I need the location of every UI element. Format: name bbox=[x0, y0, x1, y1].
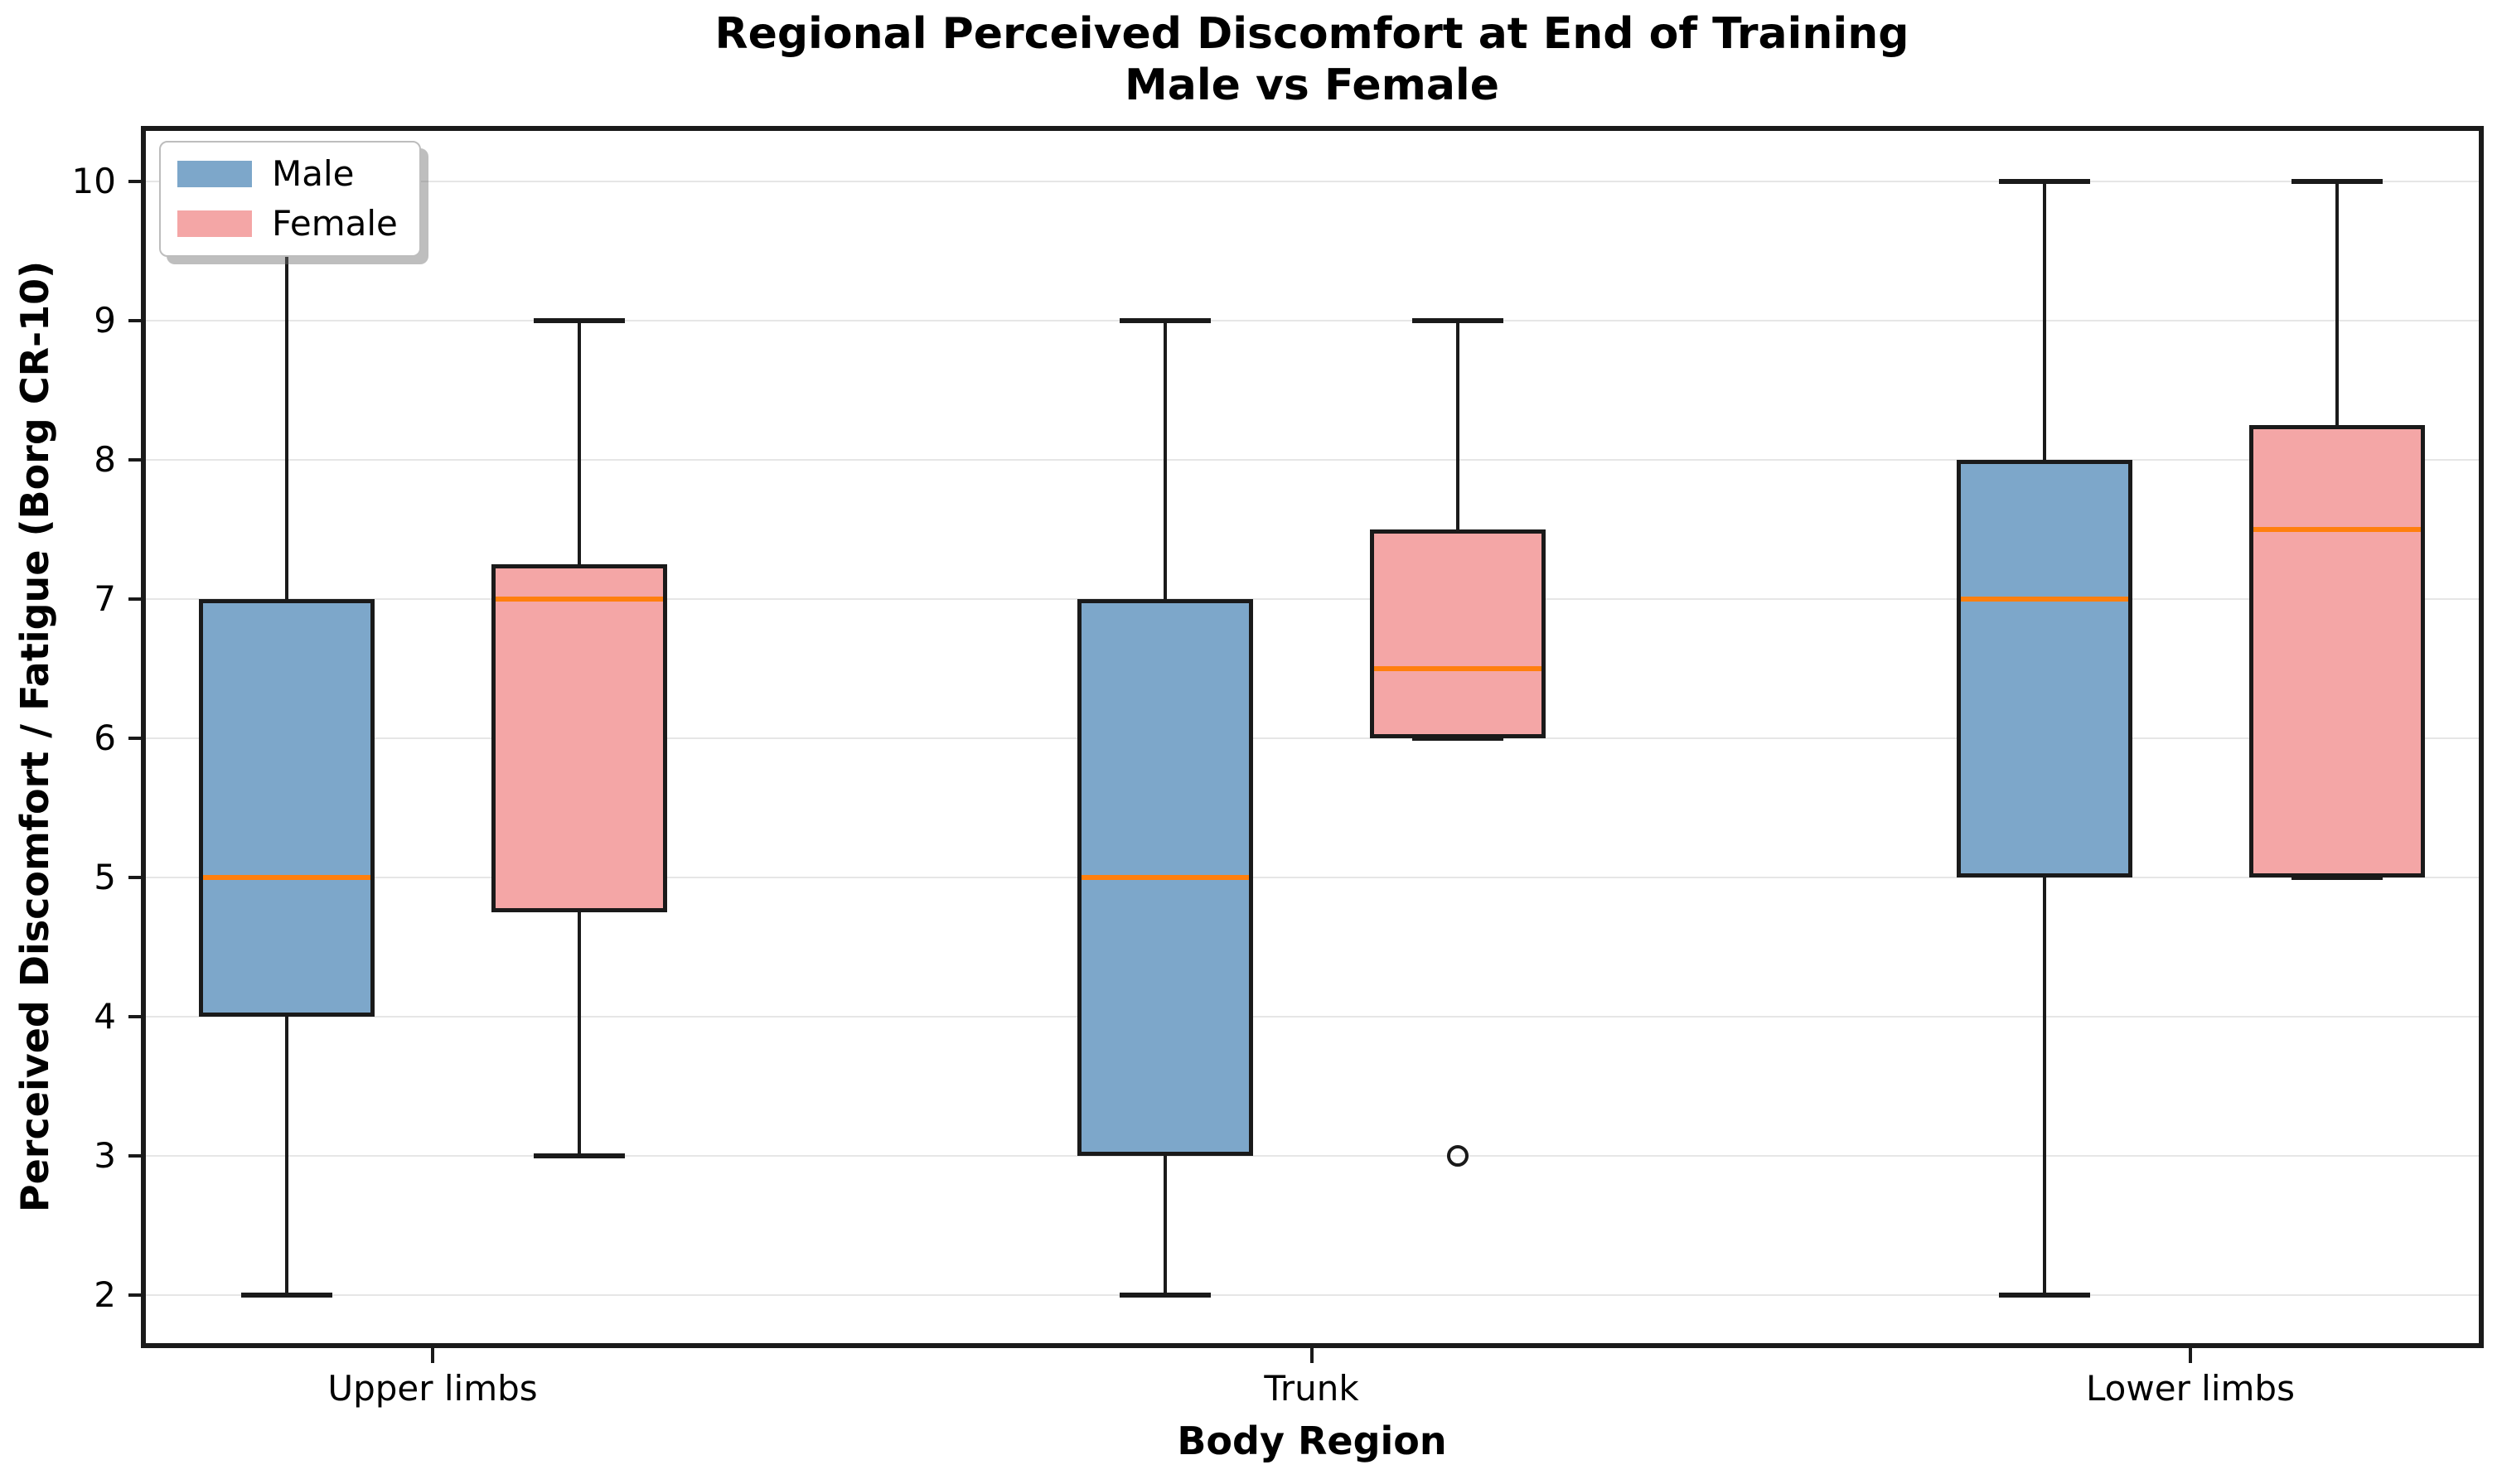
x-tick-mark bbox=[1309, 1348, 1314, 1363]
lower-whisker-cap bbox=[1998, 1293, 2090, 1298]
gridline bbox=[141, 459, 2484, 462]
gridline bbox=[141, 181, 2484, 183]
box-female-2 bbox=[1370, 529, 1546, 739]
y-tick-label: 9 bbox=[94, 300, 116, 341]
lower-whisker-cap bbox=[1120, 1293, 1211, 1298]
upper-whisker bbox=[1164, 321, 1167, 600]
upper-whisker bbox=[2335, 181, 2339, 426]
chart-title: Regional Perceived Discomfort at End of … bbox=[715, 8, 1909, 111]
x-axis-label: Body Region bbox=[1177, 1419, 1447, 1463]
median-line bbox=[1082, 875, 1249, 881]
lower-whisker-cap bbox=[1412, 736, 1503, 742]
x-tick-mark bbox=[431, 1348, 434, 1363]
lower-whisker-cap bbox=[533, 1153, 625, 1159]
y-tick-label: 7 bbox=[94, 578, 116, 620]
upper-whisker-cap bbox=[1120, 318, 1211, 324]
y-tick-mark bbox=[128, 458, 141, 462]
box-male-3 bbox=[1956, 460, 2132, 878]
legend-item: Male bbox=[177, 156, 398, 192]
y-tick-mark bbox=[128, 876, 141, 880]
upper-whisker bbox=[284, 181, 288, 600]
median-line bbox=[1960, 597, 2128, 602]
legend-swatch-female bbox=[177, 210, 252, 237]
upper-whisker bbox=[1456, 321, 1459, 530]
legend-item: Female bbox=[177, 205, 398, 242]
y-tick-label: 8 bbox=[94, 439, 116, 481]
gridline bbox=[141, 1294, 2484, 1297]
upper-whisker bbox=[577, 321, 581, 565]
y-tick-mark bbox=[128, 1154, 141, 1158]
lower-whisker bbox=[1164, 1156, 1167, 1296]
outlier-point bbox=[1447, 1145, 1469, 1167]
y-tick-mark bbox=[128, 597, 141, 602]
gridline bbox=[141, 598, 2484, 601]
x-tick-label: Lower limbs bbox=[2086, 1368, 2295, 1409]
y-tick-label: 2 bbox=[94, 1274, 116, 1316]
gridline bbox=[141, 1155, 2484, 1158]
x-tick-label: Trunk bbox=[1264, 1368, 1359, 1409]
y-tick-mark bbox=[128, 1015, 141, 1019]
legend: Male Female bbox=[159, 141, 421, 257]
gridline bbox=[141, 737, 2484, 740]
upper-whisker bbox=[2042, 181, 2046, 461]
y-tick-label: 3 bbox=[94, 1135, 116, 1177]
plot-area: Male Female bbox=[141, 126, 2484, 1348]
box-male-1 bbox=[198, 599, 375, 1018]
box-female-1 bbox=[491, 564, 667, 913]
gridline bbox=[141, 877, 2484, 879]
x-tick-mark bbox=[2189, 1348, 2192, 1363]
y-tick-label: 4 bbox=[94, 996, 116, 1037]
lower-whisker-cap bbox=[240, 1293, 332, 1298]
legend-swatch-male bbox=[177, 161, 252, 187]
upper-whisker-cap bbox=[2291, 179, 2383, 185]
median-line bbox=[202, 875, 370, 881]
lower-whisker bbox=[284, 1017, 288, 1296]
chart-title-line2: Male vs Female bbox=[1124, 60, 1500, 110]
upper-whisker-cap bbox=[533, 318, 625, 324]
chart-title-line1: Regional Perceived Discomfort at End of … bbox=[714, 9, 1909, 59]
lower-whisker bbox=[577, 912, 581, 1157]
gridline bbox=[141, 1016, 2484, 1018]
median-line bbox=[2253, 527, 2421, 533]
legend-label: Female bbox=[272, 203, 398, 244]
y-tick-mark bbox=[128, 737, 141, 741]
upper-whisker-cap bbox=[1998, 179, 2090, 185]
box-female-3 bbox=[2248, 425, 2425, 878]
upper-whisker-cap bbox=[1412, 318, 1503, 324]
median-line bbox=[495, 597, 663, 602]
y-tick-mark bbox=[128, 180, 141, 184]
lower-whisker-cap bbox=[2291, 875, 2383, 881]
gridline bbox=[141, 320, 2484, 322]
y-tick-label: 10 bbox=[71, 161, 116, 202]
y-tick-mark bbox=[128, 1293, 141, 1298]
y-tick-label: 6 bbox=[94, 718, 116, 759]
lower-whisker bbox=[2042, 877, 2046, 1296]
x-tick-label: Upper limbs bbox=[327, 1368, 538, 1409]
median-line bbox=[1374, 666, 1541, 672]
legend-label: Male bbox=[272, 153, 355, 194]
y-tick-label: 5 bbox=[94, 857, 116, 898]
y-tick-mark bbox=[128, 319, 141, 323]
